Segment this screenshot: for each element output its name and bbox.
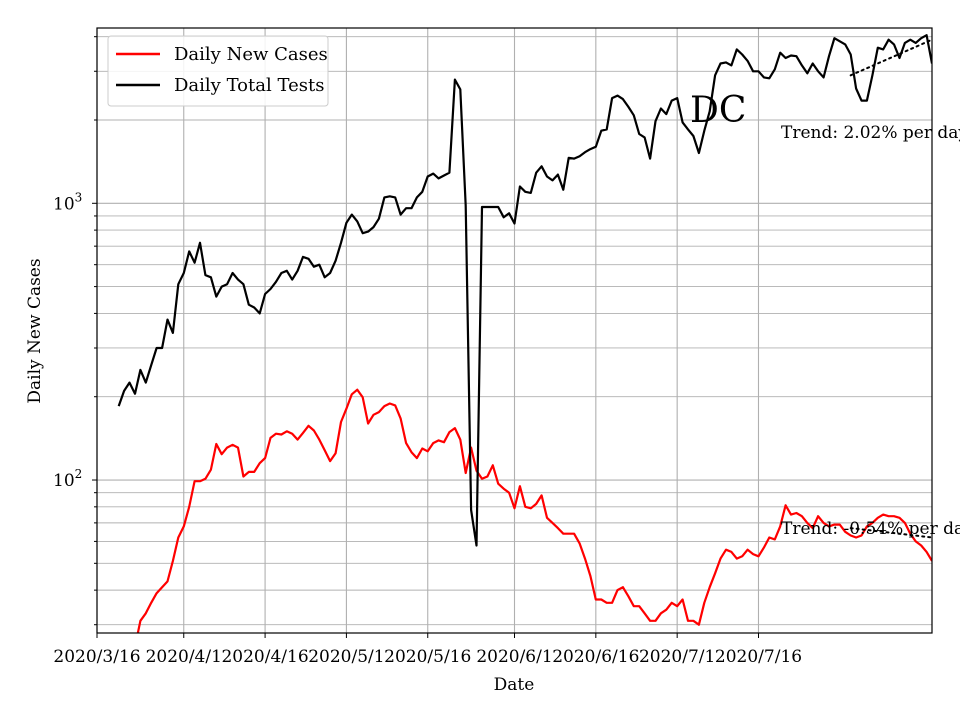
x-tick-label: 2020/6/1 bbox=[476, 647, 552, 667]
series-layer bbox=[117, 34, 932, 633]
legend: Daily New Cases Daily Total Tests bbox=[107, 35, 329, 107]
y-tick-label: 102 bbox=[53, 467, 82, 491]
legend-box bbox=[107, 35, 329, 107]
x-tick-label: 2020/4/1 bbox=[146, 647, 222, 667]
y-tick-label: 103 bbox=[53, 190, 82, 214]
legend-label-daily-total-tests: Daily Total Tests bbox=[174, 75, 324, 96]
trend-line bbox=[849, 527, 932, 539]
series-line-daily-total-tests bbox=[117, 34, 932, 547]
trend-label-tests: Trend: 2.02% per day bbox=[781, 123, 960, 143]
y-axis-label: Daily New Cases bbox=[25, 258, 45, 403]
x-tick-label: 2020/7/16 bbox=[715, 647, 802, 667]
x-tick-label: 2020/5/1 bbox=[308, 647, 384, 667]
x-tick-label: 2020/6/16 bbox=[552, 647, 639, 667]
trend-line bbox=[849, 38, 932, 77]
x-axis-label: Date bbox=[494, 675, 535, 695]
legend-label-daily-new-cases: Daily New Cases bbox=[174, 44, 328, 65]
series-line-daily-new-cases bbox=[136, 388, 932, 633]
region-label: DC bbox=[690, 90, 746, 131]
x-tick-label: 2020/3/16 bbox=[53, 647, 140, 667]
x-tick-label: 2020/7/1 bbox=[639, 647, 715, 667]
grid bbox=[96, 28, 932, 633]
x-tick-label: 2020/5/16 bbox=[384, 647, 471, 667]
y-axis-ticks: 102 103 bbox=[53, 36, 97, 626]
x-tick-label: 2020/4/16 bbox=[221, 647, 308, 667]
x-axis-ticks: 2020/3/16 2020/4/1 2020/4/16 2020/5/1 2020/5… bbox=[53, 633, 802, 667]
annotations: DC Trend: 2.02% per day Trend: -0.54% per … bbox=[690, 90, 960, 539]
trend-label-cases: Trend: -0.54% per day bbox=[781, 519, 960, 539]
